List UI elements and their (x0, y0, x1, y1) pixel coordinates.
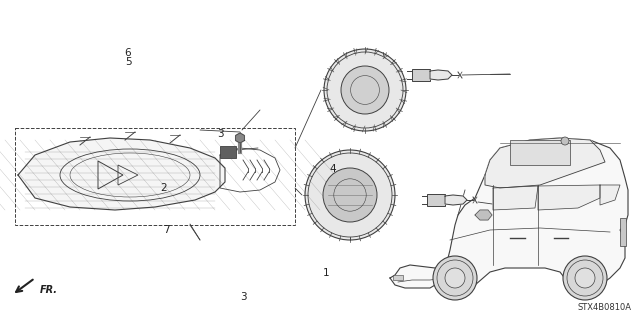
Circle shape (575, 268, 595, 288)
Text: 6: 6 (125, 48, 131, 58)
Polygon shape (430, 70, 452, 80)
FancyBboxPatch shape (620, 218, 626, 246)
Polygon shape (18, 138, 225, 210)
Ellipse shape (305, 150, 395, 240)
FancyBboxPatch shape (393, 275, 403, 280)
Text: 7: 7 (163, 225, 170, 235)
Text: 2: 2 (160, 183, 166, 193)
FancyBboxPatch shape (412, 69, 430, 81)
Polygon shape (600, 185, 620, 205)
Ellipse shape (323, 168, 377, 222)
FancyBboxPatch shape (220, 146, 236, 158)
Text: 1: 1 (323, 268, 330, 278)
Ellipse shape (341, 66, 389, 114)
FancyBboxPatch shape (510, 140, 570, 165)
FancyBboxPatch shape (427, 194, 445, 206)
Polygon shape (475, 210, 492, 220)
Circle shape (433, 256, 477, 300)
Polygon shape (485, 138, 605, 188)
Circle shape (563, 256, 607, 300)
Text: 3: 3 (218, 129, 224, 139)
Polygon shape (445, 195, 467, 205)
Circle shape (445, 268, 465, 288)
Text: 4: 4 (330, 164, 336, 174)
Polygon shape (390, 138, 628, 288)
Polygon shape (236, 133, 244, 143)
Text: STX4B0810A: STX4B0810A (578, 303, 632, 312)
Text: 3: 3 (240, 292, 246, 302)
Circle shape (561, 137, 569, 145)
Polygon shape (493, 186, 538, 210)
Polygon shape (538, 185, 600, 210)
Text: FR.: FR. (40, 285, 58, 295)
Text: 5: 5 (125, 57, 131, 67)
Ellipse shape (324, 49, 406, 131)
